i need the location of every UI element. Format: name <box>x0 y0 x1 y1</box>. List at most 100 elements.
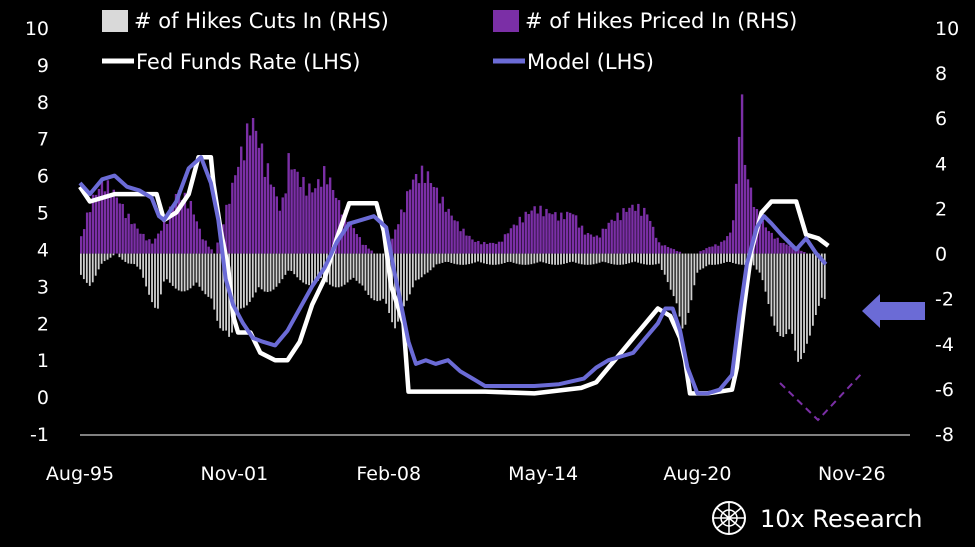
cuts-bar <box>450 253 453 263</box>
priced-bar <box>91 194 95 254</box>
cuts-bar <box>628 253 631 264</box>
cuts-bar <box>634 253 636 262</box>
cuts-bar <box>474 253 476 263</box>
cuts-bar <box>441 253 444 263</box>
brand-logo: 10x Research <box>712 501 922 535</box>
priced-bar <box>311 192 314 254</box>
priced-bar <box>566 211 569 254</box>
priced-bar <box>317 179 320 254</box>
priced-bar <box>711 246 714 254</box>
cuts-bar <box>379 253 382 301</box>
priced-bar <box>459 231 462 254</box>
cuts-bar <box>370 253 373 299</box>
cuts-bar <box>447 253 450 262</box>
priced-bar <box>714 244 717 254</box>
priced-bar <box>595 235 599 254</box>
priced-bar <box>251 117 255 254</box>
priced-bar <box>263 176 267 254</box>
priced-bar <box>160 230 163 254</box>
left-tick-label: 7 <box>37 129 49 151</box>
cuts-bar <box>103 253 106 262</box>
cuts-bar <box>583 253 586 265</box>
priced-bar <box>746 179 750 254</box>
cuts-bar <box>708 253 711 265</box>
cuts-bar <box>260 253 263 290</box>
priced-bar <box>331 189 335 254</box>
left-tick-label: 6 <box>37 166 49 188</box>
cuts-bar <box>527 253 530 265</box>
cuts-bar <box>308 253 310 286</box>
cuts-bar <box>530 253 533 265</box>
priced-bar <box>737 136 741 254</box>
cuts-bar <box>660 253 663 270</box>
cuts-bar <box>177 253 180 291</box>
priced-bar <box>216 242 219 254</box>
priced-bar <box>228 203 231 254</box>
cuts-bar <box>414 253 417 281</box>
cuts-bar <box>471 253 473 264</box>
priced-bar <box>151 243 154 254</box>
cuts-bar <box>302 253 305 283</box>
priced-bar <box>726 236 729 254</box>
right-tick-label: 2 <box>935 198 947 220</box>
priced-bar <box>749 187 753 254</box>
cuts-bar <box>610 253 613 264</box>
lines <box>78 154 830 396</box>
cuts-bar <box>539 253 542 262</box>
cuts-bar <box>296 253 299 278</box>
priced-bar <box>198 228 201 254</box>
priced-bar <box>586 233 590 254</box>
cuts-bar <box>687 253 690 313</box>
priced-bar <box>269 184 273 254</box>
cuts-bar <box>97 253 100 270</box>
cuts-bar <box>284 253 287 275</box>
priced-bar <box>411 179 415 254</box>
right-tick-label: -2 <box>935 289 954 311</box>
cuts-bar <box>453 253 456 264</box>
priced-bar <box>497 241 501 254</box>
cuts-bar <box>254 253 257 293</box>
priced-bar <box>284 193 287 254</box>
priced-bar <box>109 197 113 254</box>
cuts-bar <box>136 253 139 267</box>
cuts-bar <box>435 253 438 265</box>
priced-bar <box>432 186 436 254</box>
cuts-bar <box>643 253 645 265</box>
priced-bar <box>420 165 424 254</box>
cuts-bar <box>545 253 548 264</box>
cuts-bar <box>568 253 571 263</box>
cuts-bar <box>651 253 654 265</box>
cuts-bar <box>82 253 85 280</box>
legend-label-cuts: # of Hikes Cuts In (RHS) <box>134 9 389 33</box>
priced-bar <box>260 143 264 254</box>
priced-bar <box>509 228 513 254</box>
priced-bar <box>625 211 628 254</box>
cuts-bar <box>678 253 681 317</box>
cuts-bar <box>334 253 337 288</box>
cuts-bar <box>675 253 678 304</box>
cuts-bar <box>165 253 168 280</box>
cuts-bar <box>417 253 420 280</box>
priced-bar <box>254 130 258 254</box>
priced-bar <box>779 242 782 254</box>
priced-bar <box>394 229 397 254</box>
cuts-bar <box>785 253 788 335</box>
cuts-bar <box>278 253 281 284</box>
left-tick-label: 10 <box>25 18 49 40</box>
cuts-bar <box>657 253 660 264</box>
priced-bar <box>370 250 373 254</box>
priced-bar <box>438 203 441 254</box>
cuts-bar <box>352 253 355 278</box>
cuts-bar <box>222 253 225 331</box>
priced-bar <box>88 212 92 254</box>
right-tick-label: -4 <box>935 334 954 356</box>
priced-bar <box>574 215 578 254</box>
priced-bar <box>403 212 406 254</box>
priced-bar <box>189 200 193 254</box>
priced-bar <box>429 183 433 254</box>
priced-bar <box>426 171 430 254</box>
priced-bar <box>177 190 181 254</box>
x-tick-label: May-14 <box>508 463 578 485</box>
priced-bar <box>494 243 498 254</box>
